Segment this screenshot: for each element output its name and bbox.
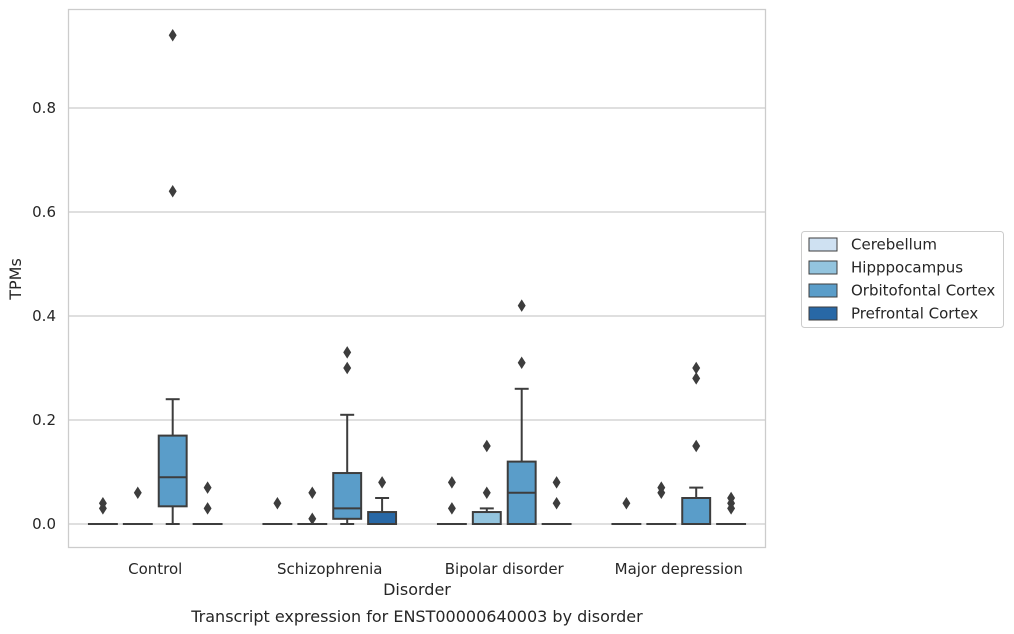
legend-swatch <box>808 237 838 252</box>
x-axis-label: Disorder <box>383 580 451 599</box>
outlier-point <box>447 502 456 515</box>
outlier-point <box>343 346 352 359</box>
legend-label: Orbitofontal Cortex <box>851 282 995 300</box>
plot-frame <box>67 8 767 549</box>
legend-label: Cerebellum <box>851 236 937 254</box>
outlier-point <box>308 486 317 500</box>
legend-label: Hipppocampus <box>851 259 963 277</box>
outlier-point <box>552 496 561 510</box>
outlier-point <box>203 502 212 515</box>
legend-swatch <box>808 260 838 275</box>
legend-swatch <box>808 283 838 298</box>
figure-caption: Transcript expression for ENST0000064000… <box>190 607 643 626</box>
outlier-point <box>517 299 526 312</box>
outlier-point <box>447 476 456 489</box>
legend-label: Prefrontal Cortex <box>851 305 978 323</box>
box-group <box>436 476 467 526</box>
outlier-point <box>168 184 177 198</box>
outlier-point <box>552 476 561 489</box>
box-rect <box>681 497 712 525</box>
y-tick-label: 0.4 <box>32 307 56 325</box>
outlier-point <box>622 496 631 510</box>
outlier-point <box>378 476 387 489</box>
y-tick-label: 0.6 <box>32 203 56 221</box>
box-rect <box>157 434 188 508</box>
plot-area <box>87 28 747 526</box>
y-axis: 0.0 0.2 0.4 0.6 0.8 <box>32 99 56 533</box>
outlier-point <box>308 512 317 526</box>
x-axis: Control Schizophrenia Bipolar disorder Majo… <box>128 560 743 578</box>
outlier-point <box>657 481 666 494</box>
outlier-point <box>482 486 491 500</box>
outlier-point <box>273 496 282 510</box>
outlier-point <box>203 481 212 494</box>
x-tick-label: Bipolar disorder <box>445 560 565 578</box>
box-group <box>541 476 572 526</box>
y-tick-label: 0.8 <box>32 99 56 117</box>
box-group <box>611 496 642 526</box>
outlier-point <box>727 491 736 505</box>
box-group <box>716 491 747 526</box>
x-tick-label: Schizophrenia <box>277 560 382 578</box>
box-rect <box>471 511 502 525</box>
y-tick-label: 0.0 <box>32 515 56 533</box>
box-group <box>262 496 293 526</box>
box-group <box>471 439 502 525</box>
box-group <box>297 486 328 526</box>
box-group <box>332 346 363 525</box>
box-group <box>681 361 712 525</box>
outlier-point <box>133 486 142 500</box>
outlier-point <box>692 372 701 385</box>
box-group <box>87 496 118 526</box>
outlier-point <box>692 361 701 375</box>
box-group <box>506 299 537 526</box>
box-rect <box>332 472 363 520</box>
box-group <box>157 28 188 525</box>
y-axis-label: TPMs <box>6 258 25 301</box>
outlier-point <box>482 439 491 453</box>
box-group <box>646 481 677 526</box>
y-tick-label: 0.2 <box>32 411 56 429</box>
outlier-point <box>517 356 526 370</box>
legend: Cerebellum Hipppocampus Orbitofontal Corte… <box>801 231 1004 328</box>
box-group <box>367 476 398 525</box>
legend-swatch <box>808 306 838 321</box>
outlier-point <box>692 439 701 453</box>
box-rect <box>367 511 398 525</box>
x-tick-label: Control <box>128 560 182 578</box>
box-group <box>122 486 153 526</box>
x-tick-label: Major depression <box>615 560 743 578</box>
outlier-point <box>98 496 107 510</box>
legend-frame <box>801 231 1004 328</box>
outlier-point <box>168 28 177 42</box>
outlier-point <box>343 361 352 375</box>
box-group <box>192 481 223 526</box>
